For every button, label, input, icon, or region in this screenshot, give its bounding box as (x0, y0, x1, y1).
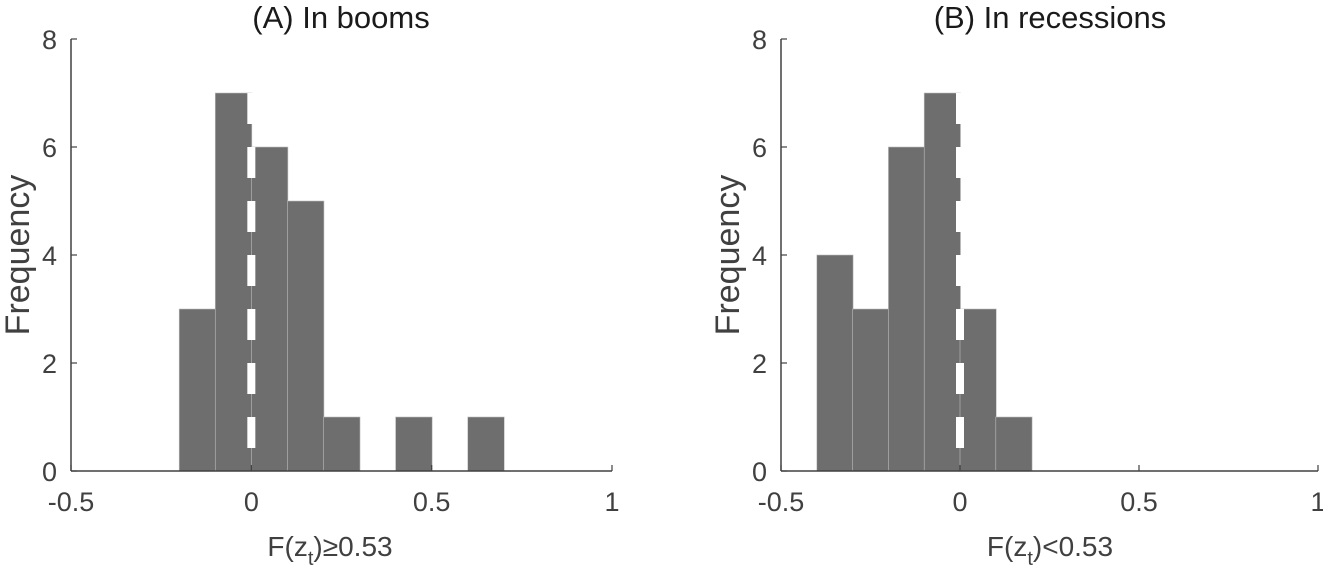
x-tick-label: 1 (604, 487, 619, 517)
x-tick-label: -0.5 (48, 487, 95, 517)
x-tick-label: 0.5 (1120, 487, 1158, 517)
histogram-bar (816, 254, 854, 472)
y-tick-label: 0 (752, 457, 767, 487)
chart-axes (780, 38, 1319, 472)
x-tick-label: 0 (952, 487, 967, 517)
y-tick-label: 2 (42, 349, 57, 379)
x-axis-label-subscript: t (1027, 548, 1033, 570)
histogram-bar (251, 146, 289, 472)
x-axis-label-main: F(z (267, 531, 307, 562)
y-tick-label: 6 (752, 133, 767, 163)
chart-title: (B) In recessions (934, 0, 1167, 35)
histogram-bar (923, 92, 961, 472)
y-tick-label: 4 (752, 241, 767, 271)
x-axis-label: F(zt)<0.53 (987, 531, 1113, 570)
y-tick-label: 6 (42, 133, 57, 163)
y-axis-label: Frequency (0, 175, 37, 336)
histogram-bar (323, 416, 361, 472)
histogram-bar (178, 308, 217, 472)
x-tick-label: 0 (244, 487, 259, 517)
x-tick-label: 0.5 (413, 487, 451, 517)
histogram-bar (467, 416, 505, 472)
x-axis-label-rest: )≥0.53 (313, 531, 392, 562)
histogram-bar (214, 92, 253, 472)
histogram-bars (816, 92, 1033, 472)
x-tick-labels: -0.5 0 0.5 1 (758, 487, 1323, 517)
histogram-bars (178, 92, 505, 472)
y-tick-label: 0 (42, 457, 57, 487)
histogram-bar (287, 200, 325, 472)
chart-title: (A) In booms (252, 0, 429, 35)
histogram-bar (395, 416, 433, 472)
y-tick-label: 8 (752, 25, 767, 55)
y-tick-label: 8 (42, 25, 57, 55)
x-axis-label-rest: )<0.53 (1033, 531, 1113, 562)
y-tick-labels: 0 2 4 6 8 (42, 25, 57, 487)
y-tick-labels: 0 2 4 6 8 (752, 25, 767, 487)
x-tick-label: -0.5 (758, 487, 805, 517)
y-tick-label: 4 (42, 241, 57, 271)
histogram-bar (852, 308, 890, 472)
histogram-bar (888, 146, 925, 472)
histogram-bar (995, 416, 1033, 472)
x-axis-label-subscript: t (308, 548, 314, 570)
x-axis-label: F(zt)≥0.53 (267, 531, 392, 570)
y-tick-label: 2 (752, 349, 767, 379)
chart-axes (70, 38, 613, 472)
histogram-bar (959, 308, 997, 472)
x-tick-labels: -0.5 0 0.5 1 (48, 487, 620, 517)
x-tick-label: 1 (1310, 487, 1323, 517)
x-axis-label-main: F(z (987, 531, 1027, 562)
y-axis-label: Frequency (709, 175, 747, 336)
